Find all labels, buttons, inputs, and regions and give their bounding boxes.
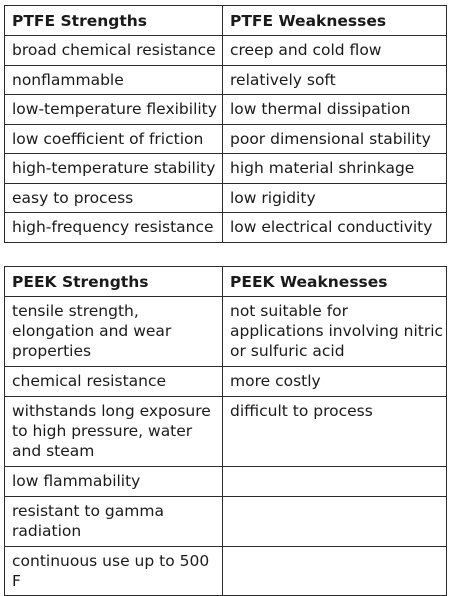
table-header-row: PEEK Strengths PEEK Weaknesses <box>4 266 447 297</box>
peek-strength-cell: continuous use up to 500 F <box>4 546 223 596</box>
ptfe-weaknesses-header: PTFE Weaknesses <box>222 5 447 36</box>
table-row: continuous use up to 500 F <box>4 546 447 596</box>
table-row: resistant to gamma radiation <box>4 496 447 547</box>
ptfe-strength-cell: nonflammable <box>4 64 223 95</box>
table-row: withstands long exposure to high pressur… <box>4 396 447 467</box>
ptfe-weakness-cell: low rigidity <box>222 182 447 213</box>
peek-weakness-cell: more costly <box>222 366 447 397</box>
table-row: low coefficient of friction poor dimensi… <box>4 123 447 154</box>
peek-comparison-table: PEEK Strengths PEEK Weaknesses tensile s… <box>4 266 447 596</box>
table-row: broad chemical resistance creep and cold… <box>4 35 447 66</box>
table-row: tensile strength, elongation and wear pr… <box>4 296 447 367</box>
ptfe-strength-cell: low coefficient of friction <box>4 123 223 154</box>
peek-strength-cell: resistant to gamma radiation <box>4 496 223 547</box>
table-row: nonflammable relatively soft <box>4 64 447 95</box>
peek-strength-cell: tensile strength, elongation and wear pr… <box>4 296 223 367</box>
ptfe-strength-cell: easy to process <box>4 182 223 213</box>
table-row: low-temperature flexibility low thermal … <box>4 94 447 125</box>
table-row: low flammability <box>4 466 447 497</box>
peek-strength-cell: chemical resistance <box>4 366 223 397</box>
ptfe-comparison-table: PTFE Strengths PTFE Weaknesses broad che… <box>4 5 447 243</box>
ptfe-strengths-header: PTFE Strengths <box>4 5 223 36</box>
peek-weakness-cell <box>222 496 447 547</box>
ptfe-weakness-cell: low thermal dissipation <box>222 94 447 125</box>
peek-strengths-header: PEEK Strengths <box>4 266 223 297</box>
ptfe-weakness-cell: high material shrinkage <box>222 153 447 184</box>
peek-weakness-cell: difficult to process <box>222 396 447 467</box>
ptfe-strength-cell: high-frequency resistance <box>4 212 223 243</box>
ptfe-weakness-cell: poor dimensional stability <box>222 123 447 154</box>
peek-strength-cell: withstands long exposure to high pressur… <box>4 396 223 467</box>
ptfe-weakness-cell: creep and cold flow <box>222 35 447 66</box>
ptfe-strength-cell: high-temperature stability <box>4 153 223 184</box>
peek-weakness-cell <box>222 466 447 497</box>
table-row: high-temperature stability high material… <box>4 153 447 184</box>
table-row: easy to process low rigidity <box>4 182 447 213</box>
table-row: chemical resistance more costly <box>4 366 447 397</box>
peek-weakness-cell: not suitable for applications involving … <box>222 296 447 367</box>
ptfe-weakness-cell: low electrical conductivity <box>222 212 447 243</box>
ptfe-weakness-cell: relatively soft <box>222 64 447 95</box>
table-row: high-frequency resistance low electrical… <box>4 212 447 243</box>
peek-weakness-cell <box>222 546 447 596</box>
ptfe-strength-cell: broad chemical resistance <box>4 35 223 66</box>
peek-weaknesses-header: PEEK Weaknesses <box>222 266 447 297</box>
ptfe-strength-cell: low-temperature flexibility <box>4 94 223 125</box>
table-header-row: PTFE Strengths PTFE Weaknesses <box>4 5 447 36</box>
peek-strength-cell: low flammability <box>4 466 223 497</box>
